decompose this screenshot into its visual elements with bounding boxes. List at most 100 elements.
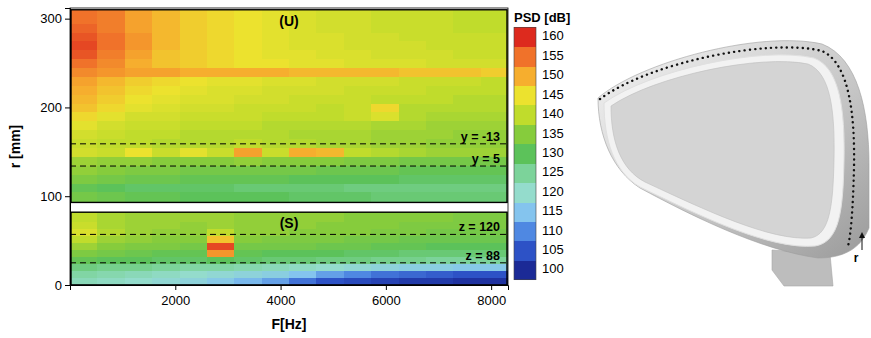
heat-cell [207, 85, 235, 94]
heat-cell [70, 23, 98, 32]
heat-cell [152, 139, 180, 148]
heat-cell [316, 192, 344, 203]
heat-cell [399, 221, 427, 229]
section-line [70, 262, 508, 263]
heat-cell [371, 50, 399, 59]
heat-cell [371, 103, 399, 112]
heat-cell [426, 156, 454, 165]
heat-cell [234, 257, 262, 265]
heat-cell [234, 139, 262, 148]
heat-cell [152, 147, 180, 156]
heat-cell [70, 94, 98, 103]
y-tick-label: 300 [40, 11, 62, 26]
heat-cell [262, 156, 290, 165]
x-tick: 2000 [161, 285, 190, 308]
heat-cell [125, 156, 153, 165]
section-line [70, 234, 508, 235]
heat-cell [70, 76, 98, 85]
heat-cell [97, 183, 125, 192]
heat-cell [97, 50, 125, 59]
heat-cell [481, 183, 508, 192]
heat-cell [97, 32, 125, 41]
heat-cell [152, 174, 180, 183]
heat-cell [125, 23, 153, 32]
heat-cell [97, 212, 125, 221]
colorbar-title: PSD [dB] [514, 10, 570, 25]
region-label: (U) [279, 13, 298, 29]
heat-cell [262, 139, 290, 148]
heat-cell [426, 76, 454, 85]
heat-cell [262, 130, 290, 139]
heat-cell [289, 67, 317, 76]
heat-cell [262, 271, 290, 279]
heat-cell [371, 41, 399, 50]
heat-cell [180, 156, 208, 165]
heat-cell [399, 183, 427, 192]
x-tick: 8000 [477, 285, 506, 308]
heat-cell [344, 139, 372, 148]
sketch-label: r [854, 251, 859, 265]
heat-cell [453, 76, 481, 85]
heat-cell [97, 242, 125, 250]
heat-cell [316, 221, 344, 229]
heat-cell [399, 130, 427, 139]
y-tick-mark [65, 196, 70, 197]
heat-cell [207, 147, 235, 156]
heat-cell [316, 23, 344, 32]
heat-cell [344, 85, 372, 94]
heat-cell [481, 165, 508, 174]
heat-cell [152, 165, 180, 174]
heat-cell [426, 242, 454, 250]
heat-cell [234, 32, 262, 41]
heat-cell [207, 221, 235, 229]
heat-cell [289, 242, 317, 250]
y-tick-mark [65, 285, 70, 286]
heat-cell [316, 112, 344, 121]
heat-cell [371, 112, 399, 121]
heat-cell [125, 264, 153, 272]
heat-cell [234, 76, 262, 85]
chart-svg: y = -13y = 5z = 120z = 88(U)(S)200040006… [0, 0, 871, 338]
colorbar-tick-label: 150 [542, 67, 564, 82]
colorbar-tick-label: 155 [542, 48, 564, 63]
heat-cell [207, 76, 235, 85]
colorbar-block [514, 202, 536, 222]
heat-cell [97, 249, 125, 257]
heat-cell [289, 271, 317, 279]
heat-cell [344, 165, 372, 174]
heat-cell [234, 10, 262, 24]
heat-cell [399, 76, 427, 85]
heat-cell [152, 121, 180, 130]
heat-cell [234, 121, 262, 130]
heat-cell [344, 112, 372, 121]
heat-cell [207, 264, 235, 272]
heat-cell [152, 103, 180, 112]
heat-cell [289, 139, 317, 148]
heat-cell [262, 59, 290, 68]
heat-cell [234, 278, 262, 285]
heat-cell [316, 147, 344, 156]
heat-cell [344, 212, 372, 221]
heat-cell [344, 50, 372, 59]
heat-cell [371, 192, 399, 203]
heat-cell [207, 41, 235, 50]
heat-cell [371, 278, 399, 285]
heat-cell [371, 139, 399, 148]
heat-cell [453, 121, 481, 130]
heat-cell [180, 103, 208, 112]
heat-cell [426, 121, 454, 130]
heat-cell [262, 76, 290, 85]
heat-cell [371, 183, 399, 192]
heat-cell [234, 156, 262, 165]
heat-cell [481, 192, 508, 203]
heat-cell [234, 147, 262, 156]
heat-cell [399, 271, 427, 279]
heat-cell [207, 235, 235, 243]
heat-cell [262, 264, 290, 272]
heat-cell [125, 212, 153, 221]
heat-cell [234, 94, 262, 103]
heat-cell [344, 221, 372, 229]
heat-cell [399, 174, 427, 183]
heat-cell [234, 228, 262, 236]
heat-cell [234, 67, 262, 76]
